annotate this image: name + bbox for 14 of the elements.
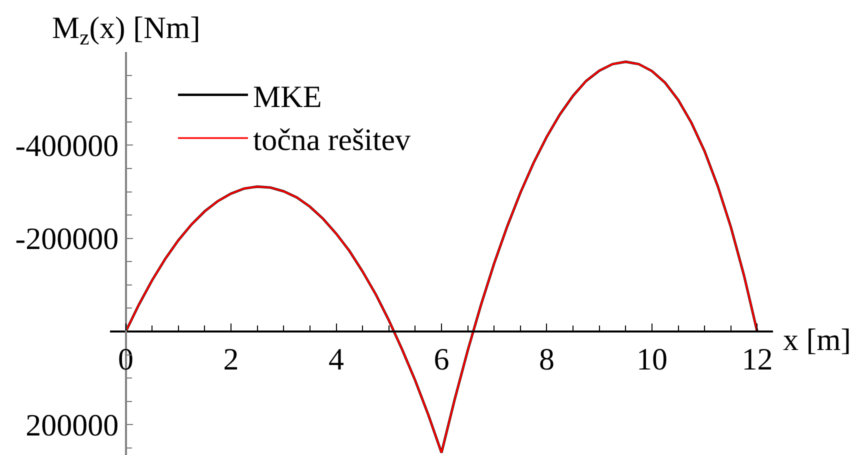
x-tick-label: 6 bbox=[434, 342, 450, 377]
x-tick-label: 10 bbox=[636, 342, 668, 377]
x-tick-label: 12 bbox=[742, 342, 773, 377]
y-axis-title: M$_{z}$(x) [Nm] bbox=[52, 10, 200, 50]
x-tick-label: 8 bbox=[538, 342, 554, 377]
x-tick-label: 4 bbox=[328, 342, 345, 377]
x-axis-title: x [m] bbox=[783, 322, 852, 357]
y-tick-label: -200000 bbox=[15, 221, 119, 256]
legend-label: MKE bbox=[252, 78, 322, 114]
y-tick-label: 200000 bbox=[26, 408, 119, 443]
x-tick-label: 0 bbox=[118, 342, 134, 377]
y-tick-label: -400000 bbox=[15, 128, 119, 164]
x-tick-label: 2 bbox=[223, 342, 239, 377]
legend-label: točna rešitev bbox=[252, 122, 411, 158]
